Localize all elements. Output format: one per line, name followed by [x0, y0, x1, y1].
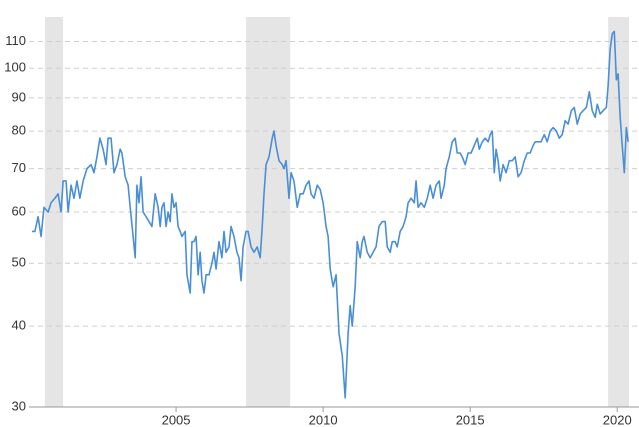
x-tick-label: 2020: [603, 412, 632, 427]
x-tick-label: 2015: [456, 412, 485, 427]
data-line: [31, 30, 629, 399]
y-tick-label: 90: [12, 89, 26, 104]
x-tick-label: 2005: [162, 412, 191, 427]
y-tick-label: 80: [12, 123, 26, 138]
y-tick-label: 110: [5, 33, 26, 48]
y-tick-label: 40: [12, 318, 26, 333]
y-tick-label: 30: [12, 398, 26, 413]
recession-band: [44, 17, 64, 407]
x-tick-label: 2010: [309, 412, 338, 427]
y-tick-label: 70: [12, 160, 26, 175]
y-tick-label: 60: [12, 203, 26, 218]
y-tick-label: 50: [12, 255, 26, 270]
y-tick-label: 100: [4, 60, 26, 75]
